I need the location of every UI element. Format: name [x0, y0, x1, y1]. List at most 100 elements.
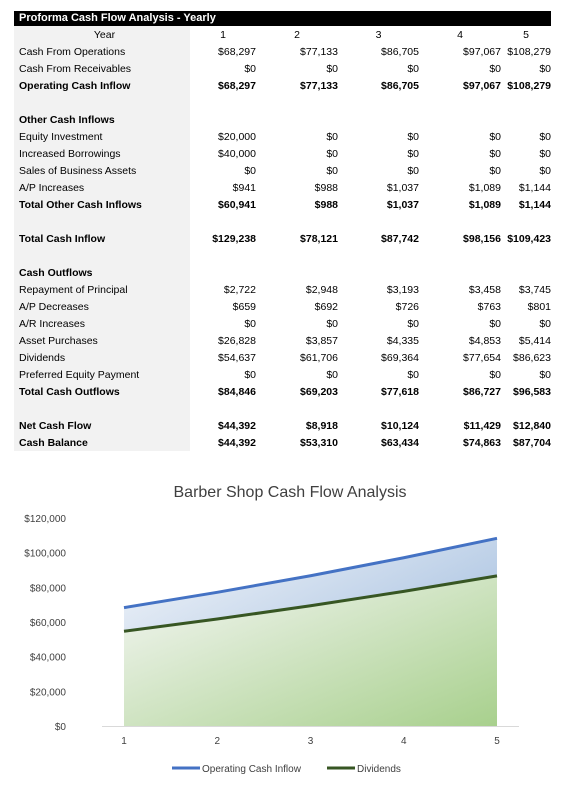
row-value: $44,392: [218, 436, 256, 449]
table-row: Cash From Receivables $0 $0 $0 $0 $0: [14, 60, 551, 77]
row-value: $63,434: [381, 436, 419, 449]
row-value: [501, 400, 551, 417]
table-row: Preferred Equity Payment $0 $0 $0 $0 $0: [14, 366, 551, 383]
table-row: Sales of Business Assets $0 $0 $0 $0 $0: [14, 162, 551, 179]
row-label: A/R Increases: [14, 315, 190, 332]
header-year-3: 3: [375, 28, 382, 41]
row-label: Total Cash Inflow: [14, 230, 190, 247]
row-value: $0: [489, 62, 501, 75]
table-row: [14, 213, 551, 230]
row-value: $0: [407, 164, 419, 177]
row-value: $2,948: [305, 283, 338, 296]
row-label: Cash From Operations: [14, 43, 190, 60]
row-value: $0: [489, 317, 501, 330]
row-value: $0: [539, 317, 551, 330]
row-value: $86,705: [381, 79, 419, 92]
table-row: Repayment of Principal $2,722 $2,948 $3,193…: [14, 281, 551, 298]
row-value: $96,583: [513, 385, 551, 398]
row-value: [419, 94, 501, 111]
row-value: $3,745: [518, 283, 551, 296]
x-tick-label: 2: [214, 736, 220, 747]
row-value: [419, 111, 501, 128]
table-row: Operating Cash Inflow $68,297 $77,133 $86,7…: [14, 77, 551, 94]
sheet-title: Proforma Cash Flow Analysis - Yearly: [14, 11, 551, 26]
row-value: $40,000: [218, 147, 256, 160]
table-row: Net Cash Flow $44,392 $8,918 $10,124 $11,429…: [14, 417, 551, 434]
row-value: $988: [314, 181, 338, 194]
row-value: [501, 111, 551, 128]
row-value: [190, 247, 256, 264]
row-value: $1,037: [386, 198, 419, 211]
row-value: $86,623: [513, 351, 551, 364]
row-value: [256, 264, 338, 281]
row-value: $1,089: [468, 181, 501, 194]
x-tick-label: 3: [308, 736, 314, 747]
row-value: $26,828: [218, 334, 256, 347]
row-value: $0: [539, 164, 551, 177]
row-value: $109,423: [507, 232, 551, 245]
row-value: $763: [477, 300, 501, 313]
row-value: $108,279: [507, 45, 551, 58]
table-row: Total Other Cash Inflows $60,941 $988 $1,03…: [14, 196, 551, 213]
row-label: A/P Increases: [14, 179, 190, 196]
table-row: Total Cash Inflow $129,238 $78,121 $87,742 $…: [14, 230, 551, 247]
row-value: $69,203: [300, 385, 338, 398]
row-value: $0: [244, 368, 256, 381]
x-tick-label: 1: [121, 736, 127, 747]
row-value: $692: [314, 300, 338, 313]
row-value: $20,000: [218, 130, 256, 143]
row-value: $0: [407, 317, 419, 330]
row-value: $0: [326, 317, 338, 330]
row-value: [419, 213, 501, 230]
row-value: $0: [326, 130, 338, 143]
row-value: [338, 94, 419, 111]
row-value: $77,654: [463, 351, 501, 364]
row-value: $61,706: [300, 351, 338, 364]
y-tick-label: $40,000: [30, 653, 67, 664]
table-row: Cash From Operations $68,297 $77,133 $86,70…: [14, 43, 551, 60]
row-value: [338, 111, 419, 128]
x-tick-label: 5: [494, 736, 500, 747]
row-label: Asset Purchases: [14, 332, 190, 349]
row-value: [501, 94, 551, 111]
table-row: Dividends $54,637 $61,706 $69,364 $77,654 $86…: [14, 349, 551, 366]
y-tick-label: $120,000: [24, 514, 66, 525]
table-row: Equity Investment $20,000 $0 $0 $0 $0: [14, 128, 551, 145]
row-value: [338, 400, 419, 417]
row-value: $108,279: [507, 79, 551, 92]
row-value: $0: [539, 62, 551, 75]
row-value: $0: [407, 368, 419, 381]
row-value: $0: [407, 62, 419, 75]
table-header-row: Year 1 2 3 4 5: [14, 26, 551, 43]
cash-flow-chart: Barber Shop Cash Flow Analysis $0 $20,000…: [0, 470, 581, 790]
row-value: [256, 213, 338, 230]
chart-svg: Barber Shop Cash Flow Analysis $0 $20,000…: [24, 484, 519, 775]
y-tick-label: $0: [55, 722, 67, 733]
row-label: Increased Borrowings: [14, 145, 190, 162]
table-row: [14, 94, 551, 111]
y-tick-label: $100,000: [24, 549, 66, 560]
row-value: [256, 111, 338, 128]
row-value: [190, 213, 256, 230]
row-value: [256, 247, 338, 264]
row-value: $0: [489, 130, 501, 143]
table-row: [14, 400, 551, 417]
row-label: Equity Investment: [14, 128, 190, 145]
row-label: [14, 247, 190, 264]
row-value: $2,722: [223, 283, 256, 296]
row-value: $97,067: [463, 79, 501, 92]
row-label: Other Cash Inflows: [14, 111, 190, 128]
cash-flow-sheet: Proforma Cash Flow Analysis - Yearly Yea…: [14, 11, 551, 451]
row-label: A/P Decreases: [14, 298, 190, 315]
row-value: $3,458: [468, 283, 501, 296]
row-label: Total Other Cash Inflows: [14, 196, 190, 213]
row-value: $3,193: [386, 283, 419, 296]
row-value: [419, 264, 501, 281]
header-year-4: 4: [457, 28, 463, 41]
row-value: [190, 264, 256, 281]
row-value: $0: [489, 164, 501, 177]
row-value: [501, 213, 551, 230]
row-value: $726: [395, 300, 419, 313]
row-value: $87,742: [381, 232, 419, 245]
row-value: $53,310: [300, 436, 338, 449]
